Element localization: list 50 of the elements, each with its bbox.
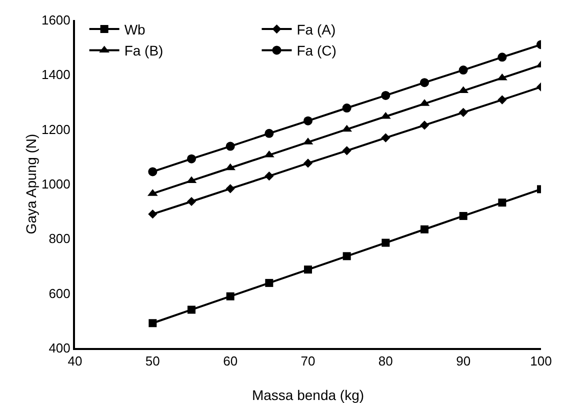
point	[382, 238, 390, 247]
x-tick-label: 60	[223, 354, 238, 369]
point	[498, 95, 507, 104]
point	[458, 66, 468, 75]
y-tick-label: 400	[48, 340, 70, 356]
point	[148, 167, 158, 176]
point	[186, 196, 196, 206]
y-tick-label: 800	[48, 231, 70, 246]
point	[459, 212, 468, 220]
x-tick-label: 40	[68, 354, 82, 369]
legend-label: Fa (B)	[124, 42, 164, 59]
point	[264, 172, 274, 181]
point	[304, 116, 312, 126]
point	[187, 154, 196, 164]
point	[303, 158, 313, 168]
point	[498, 52, 507, 62]
point	[498, 198, 506, 207]
x-tick-label: 70	[300, 354, 316, 369]
x-axis-title: Massa benda (kg)	[252, 387, 364, 403]
y-axis-title: Gaya Apung (N)	[23, 134, 39, 234]
y-tick-label: 1400	[41, 67, 70, 82]
y-tick-label: 1600	[41, 12, 70, 28]
point	[420, 78, 429, 88]
point	[226, 292, 234, 300]
point	[226, 184, 235, 194]
point	[188, 306, 196, 314]
point	[148, 319, 157, 328]
point	[148, 210, 158, 219]
point	[420, 225, 428, 234]
x-tick-label: 90	[456, 354, 471, 369]
x-tick-label: 50	[145, 354, 160, 369]
x-tick-label: 80	[378, 354, 393, 369]
legend-label: Wb	[124, 22, 146, 38]
point	[342, 104, 352, 113]
point	[381, 133, 390, 142]
point	[304, 266, 312, 274]
y-tick-label: 600	[48, 286, 70, 301]
y-tick-label: 1200	[41, 122, 70, 137]
point	[458, 108, 468, 117]
point	[342, 252, 351, 260]
point	[226, 142, 235, 151]
point	[420, 120, 430, 130]
legend-label: Fa (A)	[296, 22, 336, 38]
legend-label: Fa (C)	[296, 42, 336, 59]
point	[381, 90, 390, 100]
point	[264, 128, 274, 138]
x-tick-label: 100	[530, 354, 552, 369]
point	[342, 146, 352, 156]
y-tick-label: 1000	[41, 176, 70, 192]
point	[265, 278, 274, 287]
